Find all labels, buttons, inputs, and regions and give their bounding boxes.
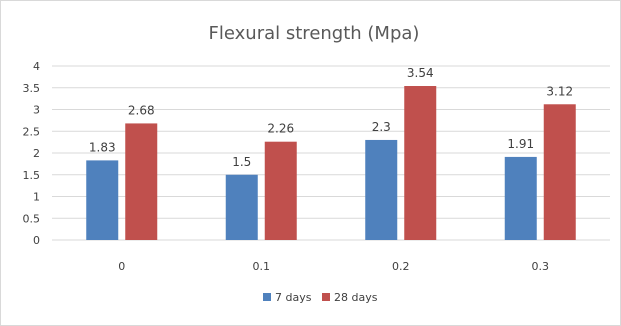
legend-label: 28 days	[334, 291, 378, 304]
x-tick-label: 0	[118, 260, 125, 273]
y-tick-label: 3.5	[23, 82, 41, 95]
y-tick-label: 0.5	[23, 212, 41, 225]
chart-title: Flexural strength (Mpa)	[209, 23, 420, 44]
bar-28-days-0	[125, 123, 158, 240]
y-tick-label: 3	[33, 104, 40, 117]
data-label: 3.54	[407, 66, 434, 80]
data-label: 2.68	[128, 103, 155, 117]
legend: 7 days 28 days	[263, 291, 378, 304]
y-tick-label: 0	[33, 234, 40, 247]
bar-28-days-0.1	[264, 141, 297, 240]
x-tick-label: 0.3	[532, 260, 550, 273]
data-label: 2.3	[372, 120, 391, 134]
legend-swatch	[322, 293, 330, 301]
data-label: 1.91	[507, 137, 534, 151]
bar-7-days-0.2	[365, 139, 398, 240]
x-axis-tick-labels: 0 0.1 0.2 0.3	[118, 260, 549, 273]
bar-7-days-0.1	[225, 174, 258, 240]
bar-7-days-0	[86, 160, 119, 240]
data-label: 1.83	[89, 140, 116, 154]
legend-swatch	[263, 293, 271, 301]
bar-28-days-0.3	[543, 104, 576, 240]
y-tick-label: 2	[33, 147, 40, 160]
x-tick-label: 0.2	[392, 260, 410, 273]
data-label: 3.12	[546, 84, 573, 98]
x-tick-label: 0.1	[253, 260, 271, 273]
legend-label: 7 days	[275, 291, 312, 304]
bar-7-days-0.3	[504, 156, 537, 240]
bar-28-days-0.2	[404, 86, 437, 240]
y-tick-label: 2.5	[23, 125, 41, 138]
data-label: 1.5	[232, 155, 251, 169]
data-label: 2.26	[267, 122, 294, 136]
y-tick-label: 4	[33, 60, 40, 73]
data-labels: 1.83 2.68 1.5 2.26 2.3 3.54 1.91 3.12	[89, 66, 573, 169]
bars	[86, 86, 576, 240]
y-axis-tick-labels: 0 0.5 1 1.5 2 2.5 3 3.5 4	[23, 60, 41, 247]
y-tick-label: 1	[33, 191, 40, 204]
y-tick-label: 1.5	[23, 169, 41, 182]
